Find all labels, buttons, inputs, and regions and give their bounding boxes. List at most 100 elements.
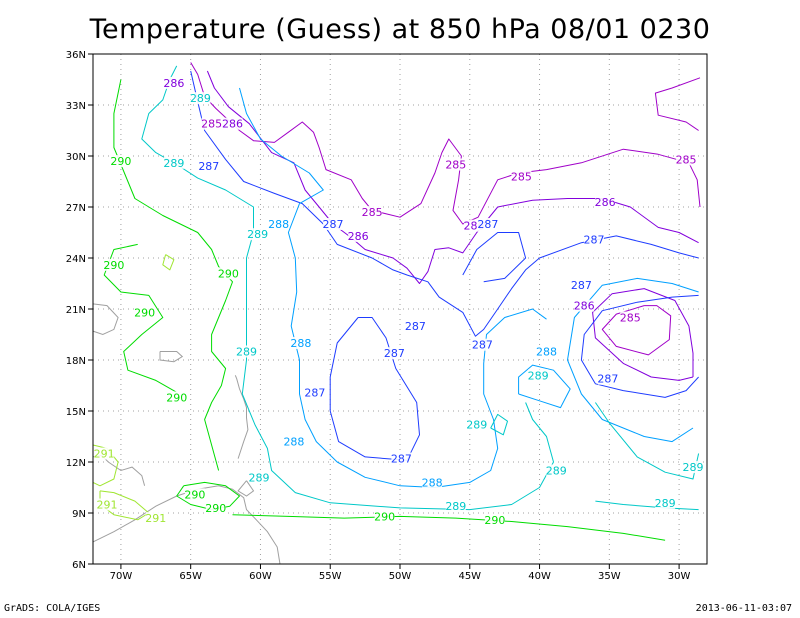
y-tick-label: 9N (72, 509, 86, 520)
contour-label-290: 290 (484, 514, 505, 527)
contour-label-bg (222, 117, 243, 130)
contour-label-bg (574, 299, 595, 312)
contour-label-bg (484, 513, 505, 526)
contour-label-285: 285 (201, 118, 222, 131)
contour-label-bg (283, 435, 304, 448)
contour-label-bg (445, 500, 466, 513)
y-tick-label: 6N (72, 560, 86, 571)
contour-label-bg (374, 510, 395, 523)
contour-label-290: 290 (166, 391, 187, 404)
coastlines (92, 303, 281, 565)
contour-label-bg (166, 391, 187, 404)
contour-label-287: 287 (384, 347, 405, 360)
contour-label-bg (511, 170, 532, 183)
contour-label-289: 289 (683, 461, 704, 474)
contour-label-bg (96, 498, 117, 511)
contour-label-289: 289 (236, 346, 257, 359)
isotherm-285 (654, 77, 701, 131)
y-tick-label: 15N (66, 407, 86, 418)
isotherm-288 (567, 277, 699, 443)
coastline (159, 351, 184, 363)
contour-label-289: 289 (445, 500, 466, 513)
contour-label-bg (184, 488, 205, 501)
contour-label-287: 287 (583, 233, 604, 246)
longitude-axis: 70W 65W 60W 55W 50W 45W 40W 35W 30W (110, 564, 691, 582)
isotherm-287 (329, 317, 420, 461)
contour-label-bg (528, 369, 549, 382)
contour-label-bg (384, 347, 405, 360)
contour-label-bg (536, 345, 557, 358)
coastline (92, 303, 119, 336)
coastline (92, 485, 281, 565)
contour-label-bg (268, 218, 289, 230)
contour-label-290: 290 (374, 510, 395, 523)
contour-label-bg (466, 418, 487, 431)
contour-label-bg (290, 337, 311, 349)
isotherm-289 (490, 413, 508, 436)
isotherm-288 (239, 87, 547, 488)
isotherm-286 (206, 70, 699, 284)
contour-labels: 2852852852852852852862862862862862862872… (94, 76, 704, 527)
isotherm-291 (162, 254, 175, 271)
contour-label-bg (205, 501, 226, 514)
isotherm-287 (580, 294, 699, 398)
contour-label-290: 290 (134, 306, 155, 319)
contour-label-289: 289 (163, 157, 184, 170)
isotherm-289 (595, 500, 699, 511)
contour-label-287: 287 (571, 279, 592, 292)
contour-label-287: 287 (477, 218, 498, 231)
contour-label-bg (323, 218, 344, 230)
contour-label-bg (236, 345, 257, 358)
isotherm-290 (176, 481, 240, 511)
contour-label-bg (134, 306, 155, 319)
contour-label-285: 285 (362, 206, 383, 219)
contour-label-bg (595, 195, 616, 208)
contour-label-bg (571, 279, 592, 292)
contour-label-285: 285 (511, 170, 532, 183)
contour-label-bg (597, 372, 618, 385)
isotherm-285 (601, 305, 672, 356)
contour-label-bg (94, 447, 115, 460)
isotherm-289 (141, 65, 554, 511)
contour-label-bg (304, 386, 325, 399)
contour-label-bg (103, 258, 124, 271)
contour-label-290: 290 (110, 155, 131, 168)
contour-label-bg (145, 512, 166, 525)
contour-label-288: 288 (283, 436, 304, 449)
contour-label-290: 290 (184, 488, 205, 501)
contour-label-290: 290 (218, 267, 239, 280)
contour-label-289: 289 (190, 92, 211, 105)
y-tick-label: 36N (66, 50, 86, 61)
contour-label-287: 287 (304, 386, 325, 399)
y-tick-label: 21N (66, 305, 86, 316)
contour-label-bg (477, 218, 498, 230)
x-tick-label: 40W (528, 571, 551, 582)
contour-label-bg (583, 233, 604, 246)
isotherm-287 (190, 70, 699, 337)
footer-credit: GrADS: COLA/IGES (4, 603, 101, 614)
contour-label-289: 289 (546, 465, 567, 478)
contour-label-289: 289 (249, 471, 270, 484)
x-tick-label: 30W (668, 571, 691, 582)
contour-label-290: 290 (205, 502, 226, 515)
isotherm-288 (518, 364, 571, 409)
isotherm-290 (113, 79, 233, 471)
isotherm-286 (592, 288, 694, 381)
contour-label-bg (405, 320, 426, 332)
contour-label-bg (676, 153, 697, 166)
contour-label-bg (163, 156, 184, 169)
isotherm-290 (232, 514, 666, 541)
contour-label-bg (198, 160, 219, 173)
contour-label-bg (190, 92, 211, 105)
y-tick-label: 24N (66, 254, 86, 265)
contour-label-285: 285 (620, 312, 641, 325)
contour-label-289: 289 (466, 419, 487, 432)
contour-label-bg (249, 471, 270, 484)
contour-label-bg (163, 76, 184, 89)
contour-label-291: 291 (94, 448, 115, 461)
coastline (234, 375, 249, 459)
contour-label-289: 289 (655, 497, 676, 510)
contour-label-285: 285 (445, 159, 466, 172)
x-tick-label: 45W (458, 571, 481, 582)
contour-label-bg (362, 206, 383, 219)
